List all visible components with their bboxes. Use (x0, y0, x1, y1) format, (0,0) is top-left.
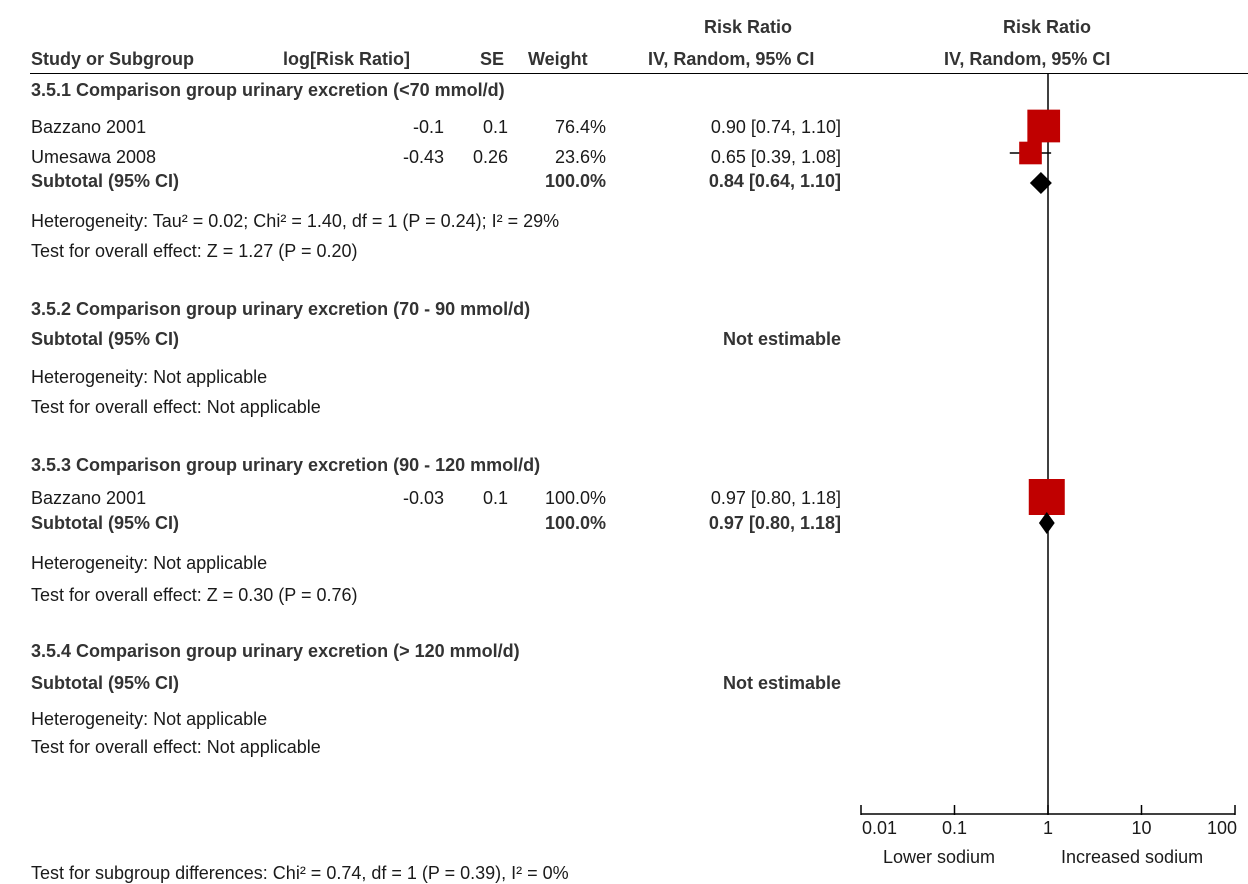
study-effect-square (1019, 141, 1042, 165)
study-se: 0.1 (482, 117, 508, 137)
study-logrr: -0.03 (402, 488, 444, 508)
study-se: 0.26 (472, 147, 508, 167)
study-effect-square (1028, 479, 1065, 515)
subtotal-ci: Not estimable (722, 329, 841, 349)
header-logrr: log[Risk Ratio] (283, 49, 411, 69)
favours-left-label: Lower sodium (883, 847, 996, 867)
x-axis-tick-label: 0.1 (942, 818, 967, 838)
header-rr-bottom: IV, Random, 95% CI (648, 49, 815, 69)
header-rr-top: Risk Ratio (703, 17, 793, 37)
header-plot-top: Risk Ratio (1002, 17, 1092, 37)
study-logrr: -0.1 (412, 117, 444, 137)
group-title: 3.5.1 Comparison group urinary excretion… (31, 80, 505, 100)
subtotal-diamond (1029, 172, 1052, 194)
favours-right-label: Increased sodium (1061, 847, 1204, 867)
overall-effect-text: Test for overall effect: Not applicable (31, 397, 321, 417)
subtotal-label: Subtotal (95% CI) (31, 329, 180, 349)
study-logrr: -0.43 (402, 147, 444, 167)
x-axis-tick-label: 0.01 (862, 818, 897, 838)
study-ci: 0.65 [0.39, 1.08] (710, 147, 841, 167)
subtotal-diamond (1038, 512, 1055, 534)
subtotal-weight: 100.0% (544, 171, 606, 191)
study-name: Umesawa 2008 (31, 147, 157, 167)
study-effect-square (1027, 109, 1061, 143)
study-weight: 100.0% (544, 488, 606, 508)
subgroup-differences-test: Test for subgroup differences: Chi² = 0.… (31, 863, 569, 883)
study-se: 0.1 (482, 488, 508, 508)
subtotal-label: Subtotal (95% CI) (31, 673, 180, 693)
study-name: Bazzano 2001 (31, 488, 147, 508)
header-plot-bottom: IV, Random, 95% CI (944, 49, 1111, 69)
study-ci: 0.90 [0.74, 1.10] (710, 117, 841, 137)
x-axis-tick-label: 10 (1131, 818, 1151, 838)
x-axis-tick-label: 1 (1043, 818, 1053, 838)
study-weight: 76.4% (554, 117, 606, 137)
heterogeneity-text: Heterogeneity: Tau² = 0.02; Chi² = 1.40,… (31, 211, 560, 231)
overall-effect-text: Test for overall effect: Not applicable (31, 737, 321, 757)
heterogeneity-text: Heterogeneity: Not applicable (31, 709, 268, 729)
study-ci: 0.97 [0.80, 1.18] (710, 488, 841, 508)
overall-effect-text: Test for overall effect: Z = 1.27 (P = 0… (31, 241, 358, 261)
header-se: SE (480, 49, 505, 69)
subtotal-ci: 0.97 [0.80, 1.18] (708, 513, 841, 533)
study-weight: 23.6% (554, 147, 606, 167)
subtotal-label: Subtotal (95% CI) (31, 513, 180, 533)
overall-effect-text: Test for overall effect: Z = 0.30 (P = 0… (31, 585, 358, 605)
subtotal-weight: 100.0% (544, 513, 606, 533)
header-weight: Weight (528, 49, 588, 69)
group-title: 3.5.3 Comparison group urinary excretion… (31, 455, 541, 475)
subtotal-ci: Not estimable (722, 673, 841, 693)
x-axis-tick-label: 100 (1207, 818, 1237, 838)
group-title: 3.5.2 Comparison group urinary excretion… (31, 299, 531, 319)
header-study: Study or Subgroup (31, 49, 194, 69)
subtotal-ci: 0.84 [0.64, 1.10] (708, 171, 841, 191)
header-rule (30, 73, 1248, 74)
subtotal-label: Subtotal (95% CI) (31, 171, 180, 191)
group-title: 3.5.4 Comparison group urinary excretion… (31, 641, 520, 661)
study-name: Bazzano 2001 (31, 117, 147, 137)
heterogeneity-text: Heterogeneity: Not applicable (31, 553, 268, 573)
heterogeneity-text: Heterogeneity: Not applicable (31, 367, 268, 387)
